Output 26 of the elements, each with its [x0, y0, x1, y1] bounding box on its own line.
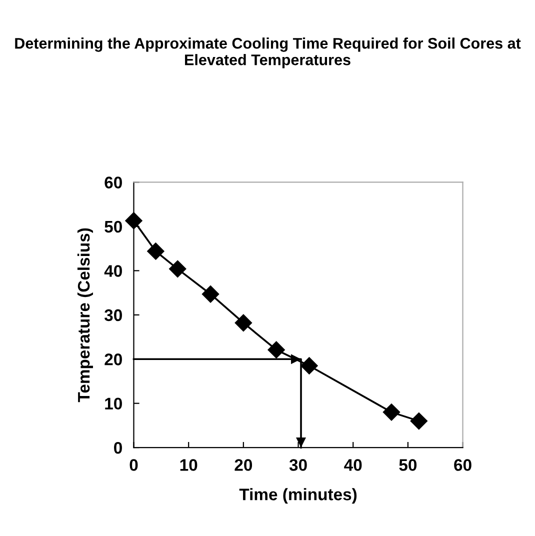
x-axis-title: Time (minutes): [239, 488, 357, 504]
x-tick-label: 60: [454, 459, 472, 471]
y-tick-label: 0: [114, 442, 122, 454]
x-tick-label: 0: [130, 459, 138, 471]
point: [169, 260, 186, 278]
x-tick-label: 10: [180, 459, 198, 471]
y-tick-label: 20: [104, 354, 122, 366]
x-tick-label: 30: [289, 459, 307, 471]
y-tick-label: 30: [104, 309, 122, 322]
point: [147, 242, 164, 260]
y-tick-label: 10: [105, 398, 122, 410]
point: [268, 341, 285, 358]
point: [234, 314, 252, 332]
x-tick-label: 40: [344, 459, 362, 471]
point: [125, 212, 142, 230]
point: [202, 286, 220, 303]
y-axis-title: Temperature (Celsius): [77, 228, 93, 402]
y-tick-label: 50: [104, 220, 122, 233]
point: [382, 404, 400, 421]
point: [410, 412, 428, 430]
x-tick-label: 50: [399, 459, 417, 471]
chart-title: Determining the Approximate Cooling Time Required for Soil Cores at Elevated Temperatures: [15, 38, 521, 68]
point: [300, 357, 318, 374]
x-tick-label: 20: [234, 459, 252, 471]
y-tick-label: 40: [104, 265, 122, 277]
y-tick-label: 60: [104, 176, 122, 188]
